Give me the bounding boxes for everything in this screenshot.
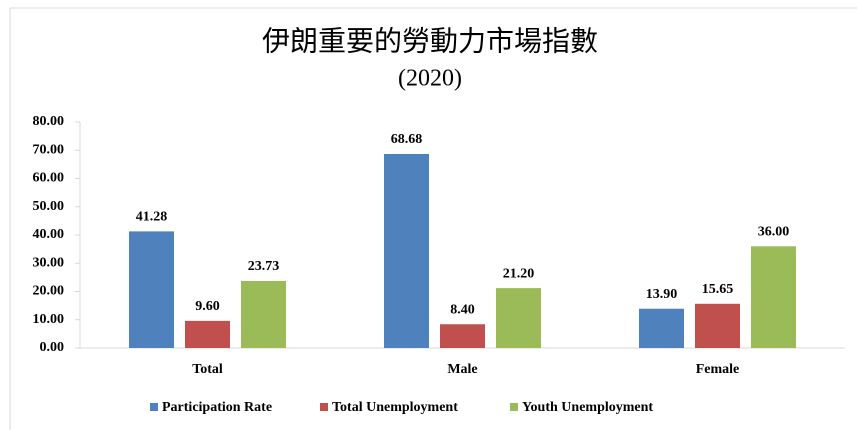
legend-swatch xyxy=(320,403,328,411)
y-tick-label: 70.00 xyxy=(33,142,65,157)
x-tick-label: Male xyxy=(447,362,477,377)
bar xyxy=(440,324,485,348)
y-tick-label: 30.00 xyxy=(33,255,65,270)
data-label: 15.65 xyxy=(702,282,734,297)
legend-swatch xyxy=(510,403,518,411)
chart-border xyxy=(9,7,857,430)
bar xyxy=(384,153,429,348)
y-tick-label: 50.00 xyxy=(33,199,65,214)
y-tick-label: 40.00 xyxy=(33,227,65,242)
legend-swatch xyxy=(150,403,158,411)
bar xyxy=(129,231,174,348)
data-label: 21.20 xyxy=(503,266,535,281)
data-label: 36.00 xyxy=(758,225,790,240)
x-tick-label: Female xyxy=(696,362,740,377)
bar xyxy=(639,308,684,348)
y-tick-label: 20.00 xyxy=(33,284,65,299)
legend-label: Total Unemployment xyxy=(332,400,458,415)
x-tick-label: Total xyxy=(192,362,223,377)
bar xyxy=(496,288,541,348)
bar xyxy=(185,320,230,348)
bar xyxy=(695,303,740,348)
chart-title: 伊朗重要的勞動力市場指數 xyxy=(262,25,598,57)
data-label: 68.68 xyxy=(391,132,423,147)
legend-label: Participation Rate xyxy=(162,400,272,415)
y-tick-label: 0.00 xyxy=(40,340,65,355)
data-label: 41.28 xyxy=(136,210,168,225)
y-tick-label: 60.00 xyxy=(33,171,65,186)
bar xyxy=(241,280,286,348)
legend-label: Youth Unemployment xyxy=(522,400,653,415)
y-tick-label: 10.00 xyxy=(33,312,65,327)
data-label: 9.60 xyxy=(195,299,220,314)
y-tick-label: 80.00 xyxy=(33,114,65,129)
data-label: 8.40 xyxy=(450,302,475,317)
bar xyxy=(751,246,796,348)
data-label: 13.90 xyxy=(646,287,678,302)
data-label: 23.73 xyxy=(248,259,280,274)
chart-subtitle: (2020) xyxy=(398,66,462,92)
